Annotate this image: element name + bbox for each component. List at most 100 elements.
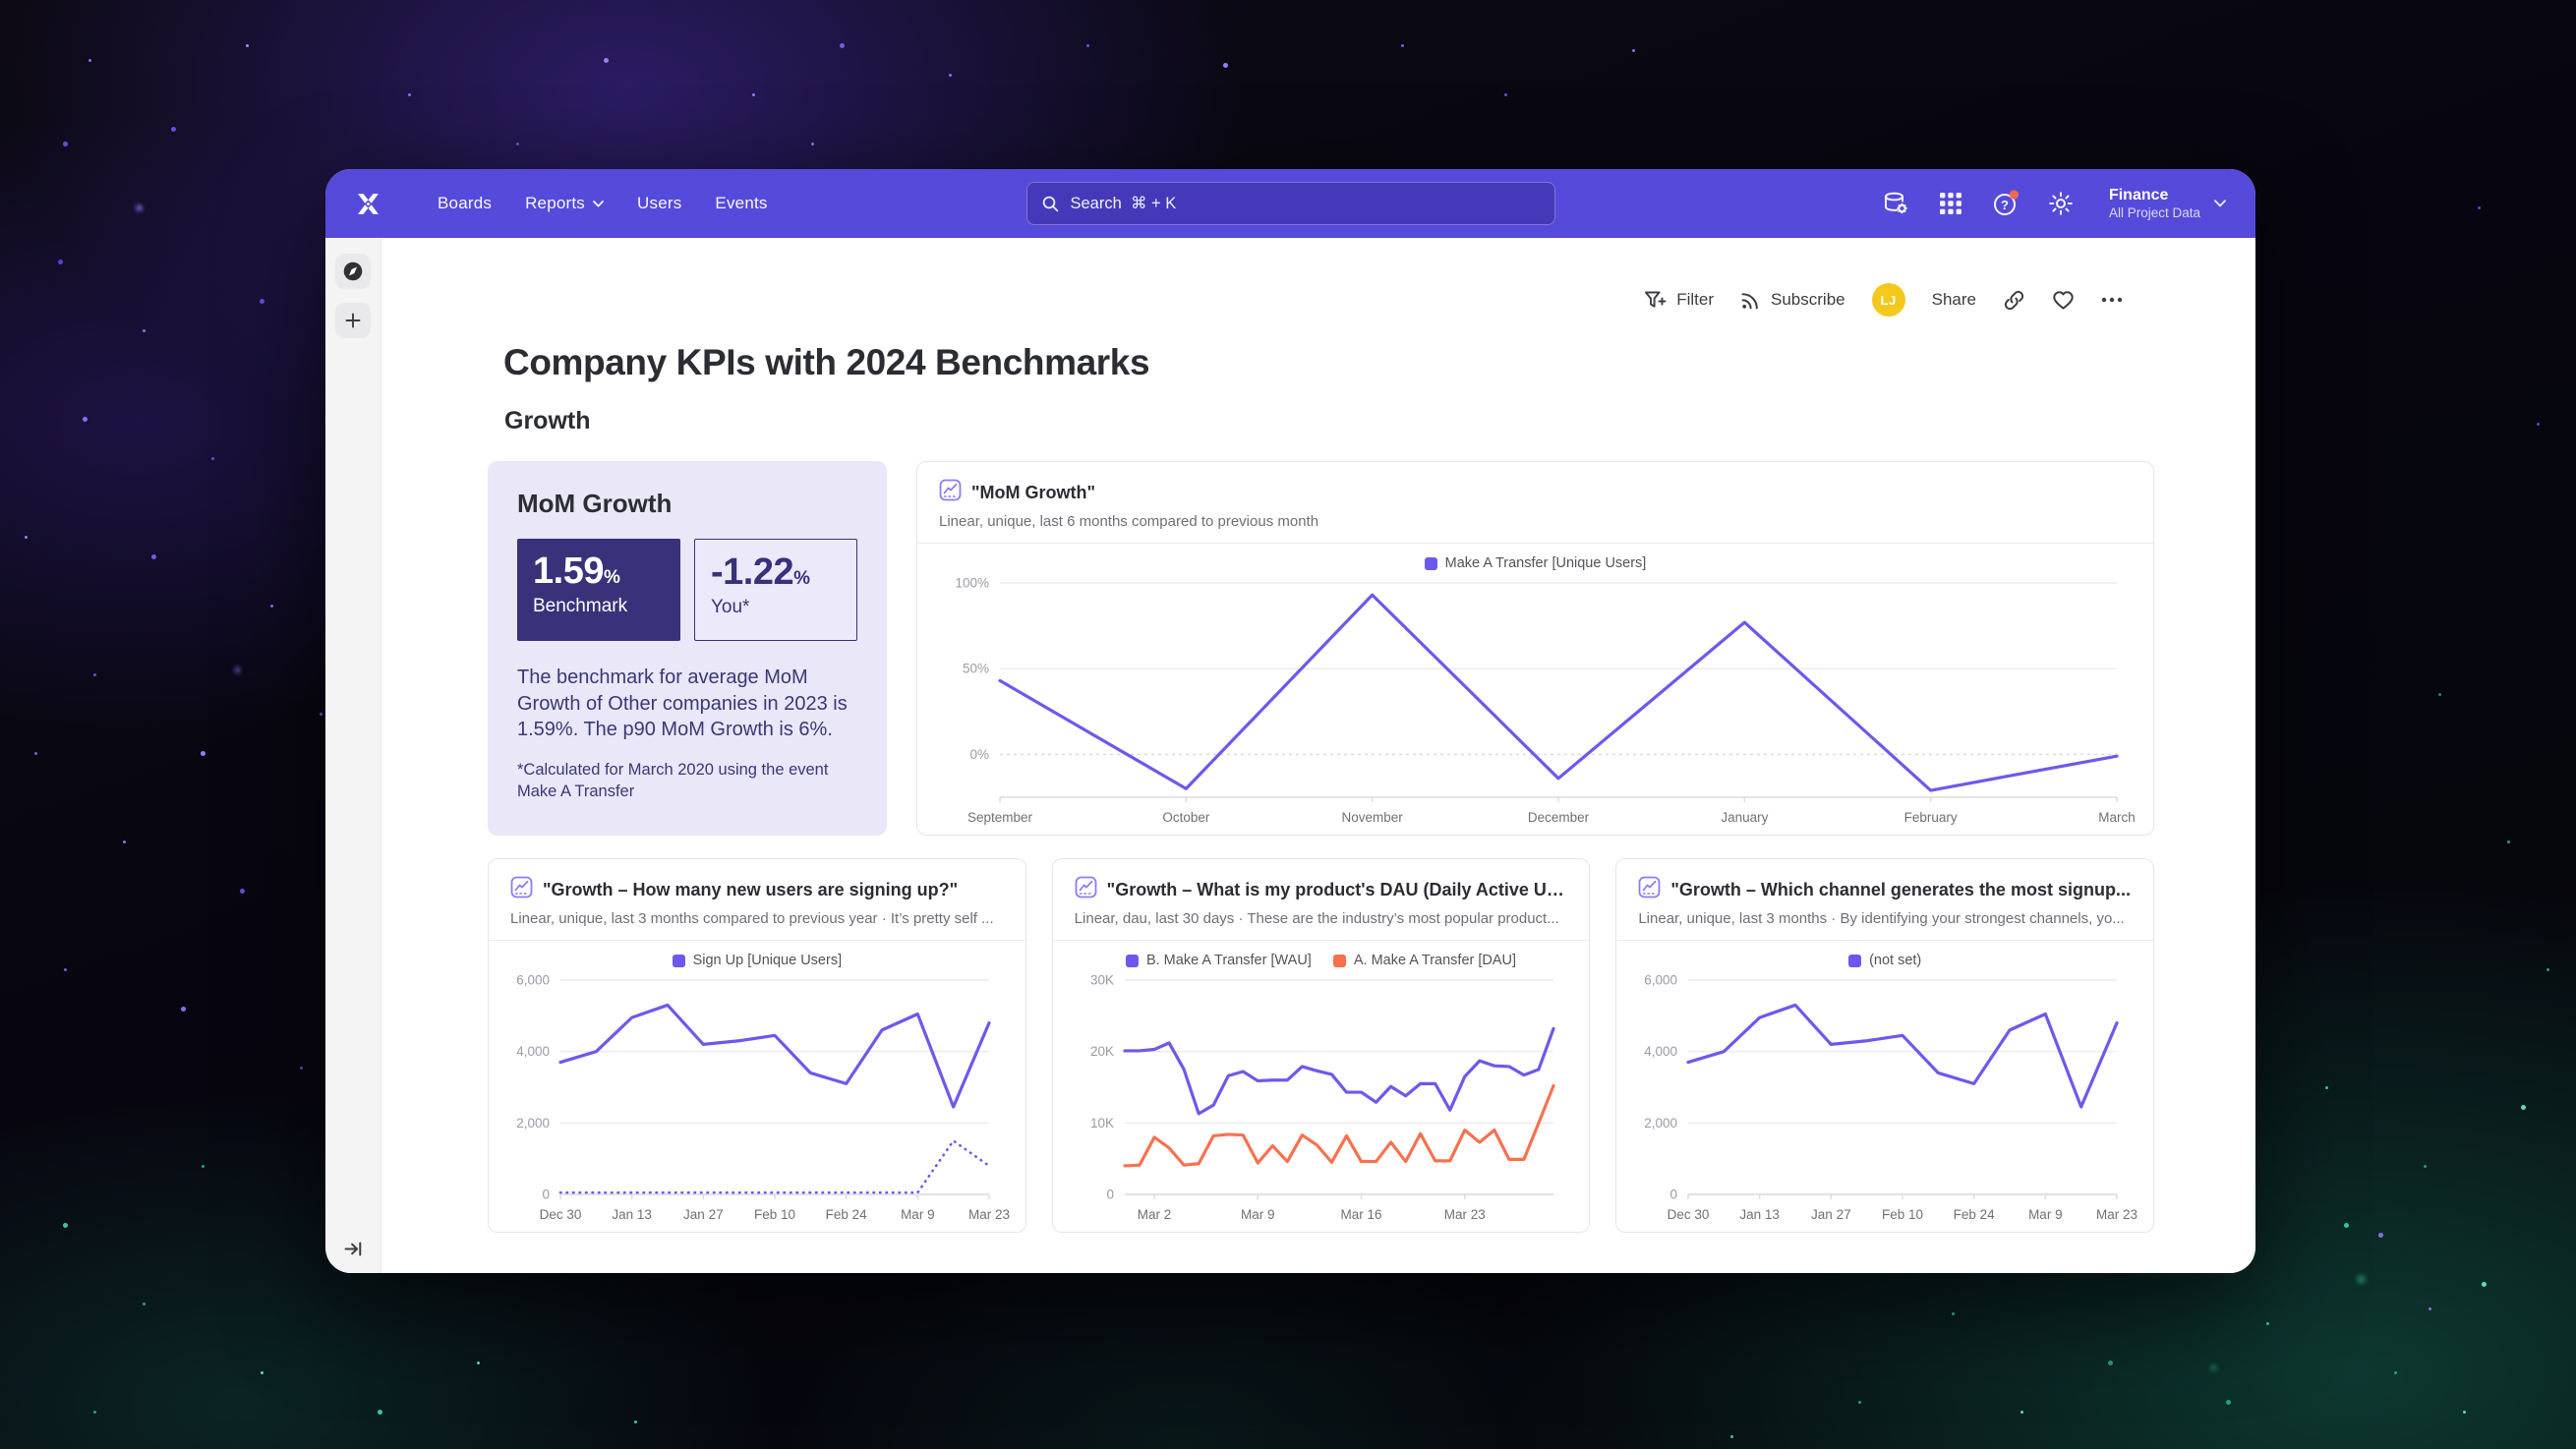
report-card-signups[interactable]: "Growth – How many new users are signing… bbox=[488, 858, 1026, 1233]
svg-text:30K: 30K bbox=[1089, 973, 1113, 988]
report-card-channels[interactable]: "Growth – Which channel generates the mo… bbox=[1615, 858, 2155, 1233]
benchmark-value: 1.59 bbox=[533, 551, 604, 592]
svg-text:0%: 0% bbox=[969, 747, 989, 762]
you-value-tile: -1.22% You* bbox=[693, 539, 857, 641]
chart-subtitle: Linear, unique, last 3 months compared t… bbox=[510, 910, 994, 927]
benchmark-tiles: 1.59% Benchmark -1.22% You* bbox=[517, 539, 857, 641]
plus-icon bbox=[345, 313, 361, 328]
filter-button[interactable]: Filter bbox=[1644, 290, 1714, 311]
expand-sidebar-icon bbox=[344, 1242, 362, 1256]
svg-text:Mar 16: Mar 16 bbox=[1340, 1207, 1381, 1222]
navigate-boards-button[interactable] bbox=[335, 254, 371, 289]
help-icon[interactable]: ? bbox=[1991, 189, 2020, 218]
project-name: Finance bbox=[2108, 186, 2169, 203]
benchmark-description: The benchmark for average MoM Growth of … bbox=[517, 667, 848, 741]
copy-link-button[interactable] bbox=[2003, 289, 2025, 312]
svg-text:4,000: 4,000 bbox=[516, 1044, 550, 1059]
benchmark-card[interactable]: MoM Growth 1.59% Benchmark -1.22% You* T… bbox=[488, 461, 887, 836]
chart-plot: 0 2,000 4,000 6,000 Dec 30 Jan 13 Jan 27 Feb 10… bbox=[1644, 973, 2137, 1223]
legend-item[interactable]: Make A Transfer [Unique Users] bbox=[1424, 555, 1646, 571]
svg-text:Jan 27: Jan 27 bbox=[1811, 1207, 1851, 1222]
report-card-dau[interactable]: "Growth – What is my product's DAU (Dail… bbox=[1051, 858, 1591, 1233]
rss-icon bbox=[1741, 292, 1758, 309]
expand-sidebar-button[interactable] bbox=[343, 1239, 364, 1259]
you-value: -1.22 bbox=[710, 551, 794, 593]
settings-icon[interactable] bbox=[2047, 190, 2075, 217]
legend-chip bbox=[672, 954, 685, 967]
svg-text:Mar 9: Mar 9 bbox=[2028, 1207, 2063, 1222]
left-rail bbox=[325, 238, 381, 1273]
legend-item[interactable]: Sign Up [Unique Users] bbox=[672, 953, 842, 968]
svg-text:February: February bbox=[1903, 810, 1957, 825]
svg-text:Jan 13: Jan 13 bbox=[612, 1207, 652, 1222]
project-subtitle: All Project Data bbox=[2108, 204, 2200, 220]
search-placeholder: Search ⌘ + K bbox=[1070, 195, 1177, 212]
chart-subtitle: Linear, unique, last 3 months · By ident… bbox=[1638, 910, 2125, 927]
favorite-button[interactable] bbox=[2052, 290, 2075, 311]
chart-legend: Sign Up [Unique Users] bbox=[672, 953, 842, 968]
svg-text:December: December bbox=[1527, 810, 1589, 825]
svg-text:Dec 30: Dec 30 bbox=[1668, 1207, 1710, 1222]
nav-right-cluster: ? Finance All Project Data bbox=[1881, 186, 2226, 222]
nav-item-boards[interactable]: Boards bbox=[438, 194, 493, 212]
legend-item[interactable]: (not set) bbox=[1848, 953, 1921, 968]
svg-text:6,000: 6,000 bbox=[516, 973, 550, 988]
svg-text:Mar 9: Mar 9 bbox=[1241, 1207, 1275, 1222]
nav-item-reports[interactable]: Reports bbox=[508, 194, 620, 213]
mixpanel-logo-icon[interactable] bbox=[355, 191, 381, 217]
nav-menu: Boards Reports Users Events bbox=[421, 194, 785, 213]
legend-chip bbox=[1424, 556, 1437, 570]
svg-text:November: November bbox=[1341, 810, 1403, 825]
svg-text:Dec 30: Dec 30 bbox=[539, 1207, 581, 1222]
chart-legend: Make A Transfer [Unique Users] bbox=[1424, 555, 1646, 571]
heart-icon bbox=[2053, 290, 2074, 310]
legend-chip bbox=[1848, 954, 1862, 967]
report-card-mom-growth[interactable]: "MoM Growth" Linear, unique, last 6 mont… bbox=[916, 461, 2154, 836]
svg-text:Feb 24: Feb 24 bbox=[825, 1207, 867, 1222]
subscribe-button[interactable]: Subscribe bbox=[1740, 290, 1845, 311]
legend-item[interactable]: B. Make A Transfer [WAU] bbox=[1125, 953, 1312, 968]
line-chart-icon bbox=[1638, 876, 1661, 903]
filter-icon bbox=[1645, 291, 1667, 308]
search-input[interactable]: Search ⌘ + K bbox=[1025, 182, 1555, 225]
section-title: Growth bbox=[504, 407, 591, 435]
svg-text:September: September bbox=[966, 810, 1032, 825]
top-nav: Boards Reports Users Events Search ⌘ + K bbox=[325, 169, 2255, 238]
apps-grid-icon[interactable] bbox=[1937, 190, 1964, 217]
chart-legend: B. Make A Transfer [WAU] A. Make A Transf… bbox=[1125, 953, 1516, 968]
share-button[interactable]: Share bbox=[1931, 290, 1976, 309]
legend-chip bbox=[1332, 954, 1346, 967]
svg-text:Feb 10: Feb 10 bbox=[1882, 1207, 1923, 1222]
chart-title: "MoM Growth" bbox=[971, 482, 1096, 502]
svg-text:4,000: 4,000 bbox=[1644, 1044, 1677, 1059]
line-chart-icon bbox=[510, 876, 533, 903]
chart-title: "Growth – What is my product's DAU (Dail… bbox=[1106, 879, 1568, 899]
svg-text:Mar 23: Mar 23 bbox=[2096, 1207, 2137, 1222]
chevron-down-icon bbox=[2214, 200, 2226, 207]
nav-item-events[interactable]: Events bbox=[715, 194, 768, 212]
svg-text:100%: 100% bbox=[955, 576, 989, 591]
chart-plot: 0 2,000 4,000 6,000 Dec 30 Jan 13 Jan 27 Feb 10… bbox=[516, 973, 1010, 1223]
chart-plot: 0% 50% 100% September October November Decembe… bbox=[955, 576, 2135, 826]
more-options-button[interactable] bbox=[2101, 297, 2123, 303]
chevron-down-icon bbox=[593, 200, 604, 206]
chart-subtitle: Linear, unique, last 6 months compared t… bbox=[939, 513, 1319, 530]
svg-text:2,000: 2,000 bbox=[516, 1116, 550, 1130]
svg-text:20K: 20K bbox=[1089, 1044, 1113, 1059]
svg-text:March: March bbox=[2098, 810, 2136, 825]
line-chart-icon bbox=[939, 479, 962, 506]
data-connections-icon[interactable] bbox=[1881, 189, 1910, 218]
benchmark-value-tile: 1.59% Benchmark bbox=[517, 539, 680, 641]
svg-text:0: 0 bbox=[1106, 1188, 1114, 1202]
nav-item-users[interactable]: Users bbox=[637, 194, 682, 212]
line-chart-icon bbox=[1075, 876, 1097, 903]
legend-item[interactable]: A. Make A Transfer [DAU] bbox=[1332, 953, 1516, 968]
board-main: Filter Subscribe LJ Share bbox=[381, 238, 2255, 1273]
add-board-button[interactable] bbox=[335, 303, 371, 338]
chart-plot: 0 10K 20K 30K Mar 2 Mar 9 Mar 16 Mar 23 bbox=[1089, 973, 1555, 1222]
ellipsis-icon bbox=[2101, 297, 2123, 303]
compass-icon bbox=[343, 261, 363, 281]
project-switcher[interactable]: Finance All Project Data bbox=[2109, 186, 2226, 222]
starfield-green bbox=[0, 0, 3, 3]
user-avatar[interactable]: LJ bbox=[1871, 283, 1905, 317]
